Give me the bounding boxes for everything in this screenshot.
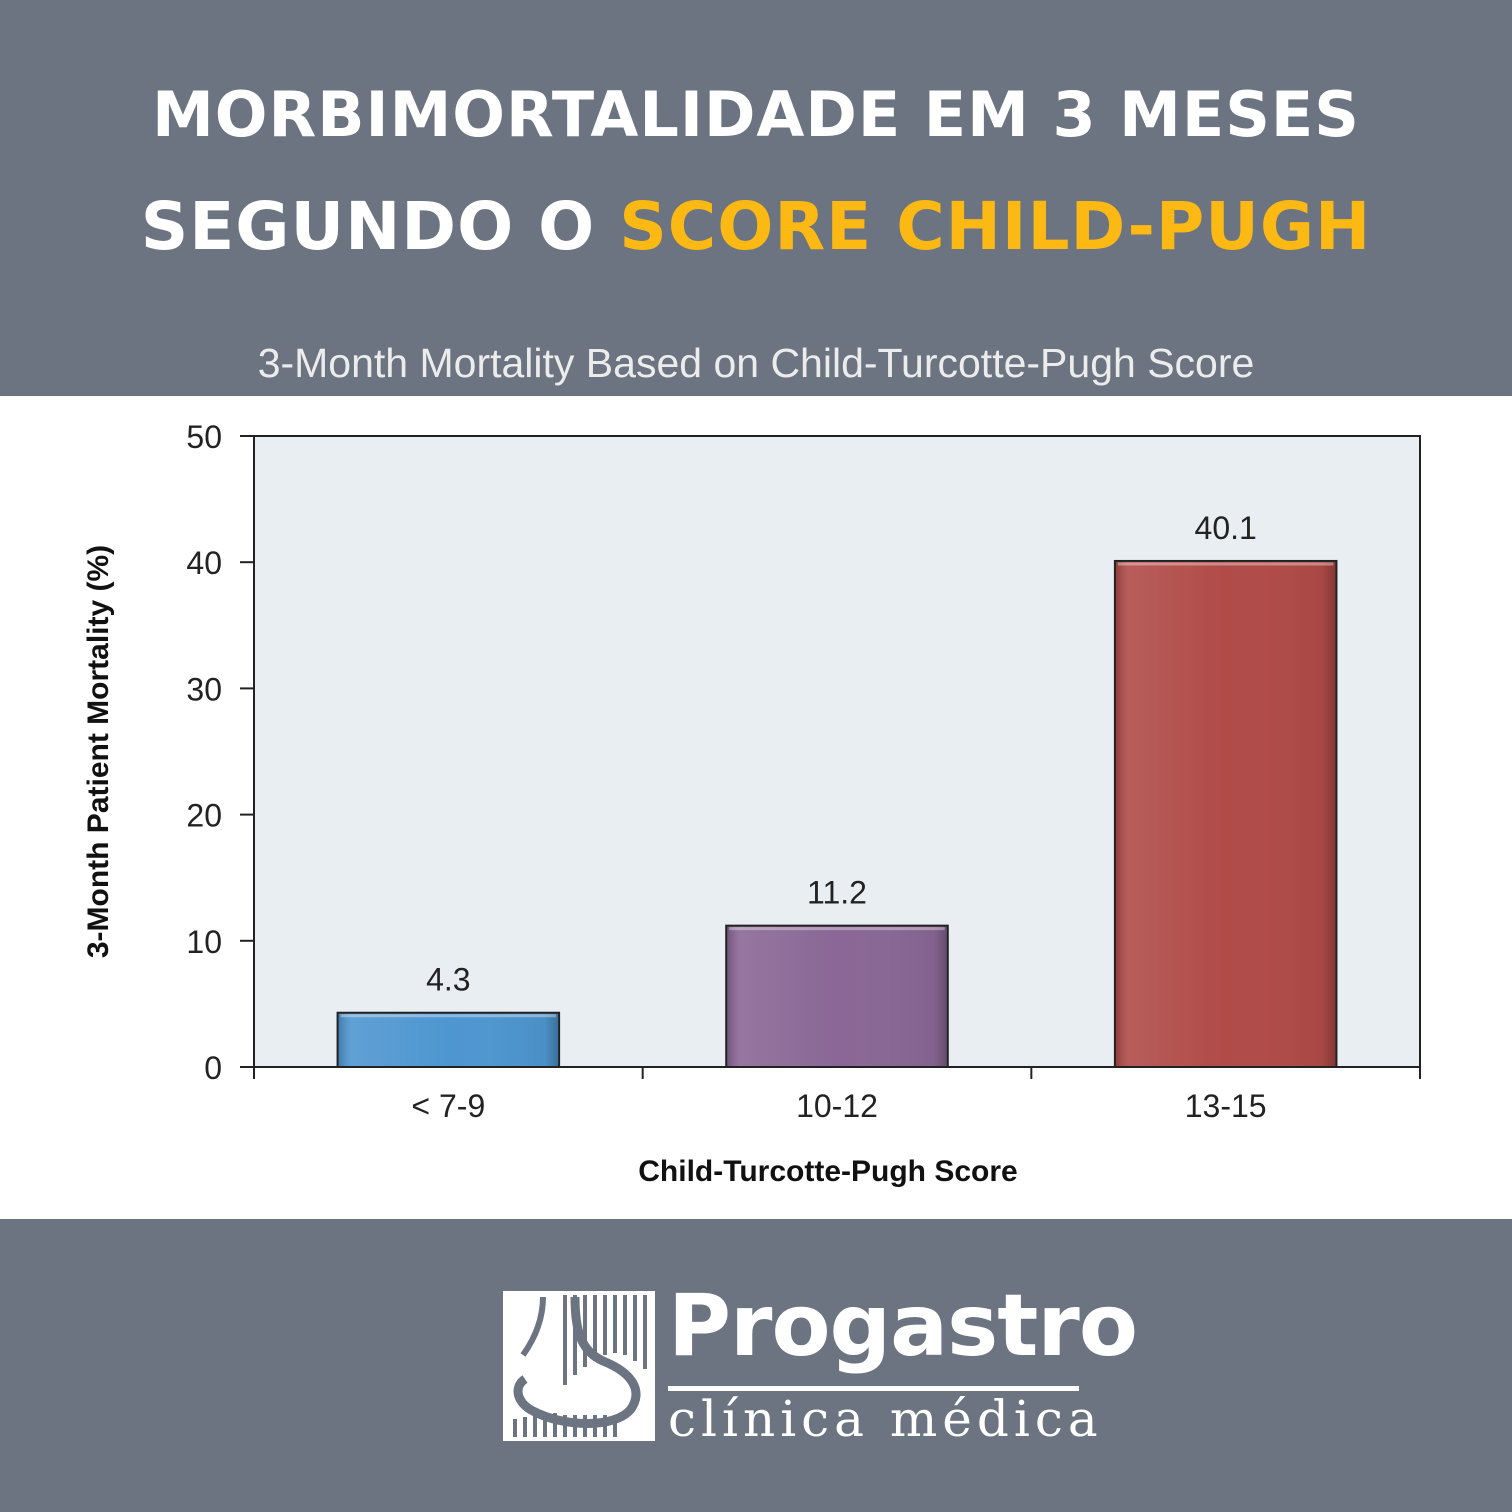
- y-tick-label: 10: [186, 924, 222, 960]
- bar-value-label: 4.3: [426, 962, 470, 998]
- x-tick-label: 10-12: [796, 1088, 878, 1124]
- headline-line-2: SEGUNDO O SCORE CHILD-PUGH: [0, 194, 1512, 260]
- y-axis-label: 3-Month Patient Mortality (%): [82, 545, 115, 958]
- y-tick-label: 40: [186, 545, 222, 581]
- y-axis: 0 10 20 30 40 50: [186, 419, 254, 1086]
- x-tick-label: < 7-9: [411, 1088, 485, 1124]
- stomach-logo-icon: [503, 1291, 655, 1441]
- bar-shading: [727, 926, 947, 1066]
- brand-tagline: clínica médica: [668, 1390, 1103, 1448]
- headline-highlight: SCORE CHILD-PUGH: [619, 188, 1372, 265]
- headline-line-1-text: MORBIMORTALIDADE EM 3 MESES: [152, 78, 1360, 151]
- bar-shading: [1115, 561, 1336, 1066]
- y-tick-label: 50: [186, 419, 222, 455]
- chart-title: 3-Month Mortality Based on Child-Turcott…: [257, 340, 1255, 386]
- y-tick-label: 0: [204, 1050, 222, 1086]
- header-banner: MORBIMORTALIDADE EM 3 MESES SEGUNDO O SC…: [0, 0, 1512, 396]
- bar-value-label: 11.2: [807, 875, 867, 911]
- y-tick-label: 20: [186, 798, 222, 834]
- x-tick-label: 13-15: [1185, 1088, 1267, 1124]
- bar-shading: [338, 1013, 559, 1066]
- chart-panel: 0 10 20 30 40 50 < 7-9 10-12 13-15 4.3 11.2 40.1 …: [0, 396, 1512, 1219]
- x-axis-label: Child-Turcotte-Pugh Score: [638, 1155, 1017, 1188]
- y-tick-label: 30: [186, 671, 222, 707]
- bar-value-label: 40.1: [1195, 510, 1257, 546]
- headline-line-1: MORBIMORTALIDADE EM 3 MESES: [0, 84, 1512, 146]
- bars: 4.3 11.2 40.1: [336, 510, 1338, 1069]
- brand-name: Progastro: [668, 1276, 1138, 1376]
- x-axis: < 7-9 10-12 13-15: [253, 1067, 1421, 1124]
- brand-divider: [668, 1386, 1079, 1391]
- headline-line-2-prefix: SEGUNDO O: [140, 188, 620, 265]
- footer: [0, 1219, 1512, 1512]
